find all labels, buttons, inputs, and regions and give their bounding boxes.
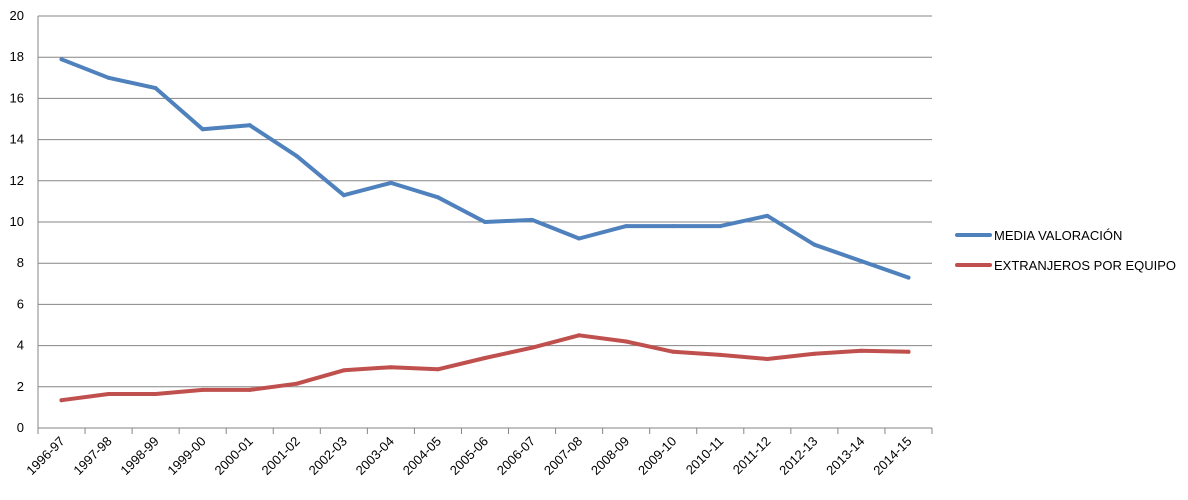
series-lines bbox=[59, 57, 911, 403]
data-point bbox=[435, 195, 440, 200]
data-point bbox=[106, 392, 111, 397]
data-point bbox=[59, 398, 64, 403]
x-tick-label: 2013-14 bbox=[823, 434, 867, 478]
data-point bbox=[718, 224, 723, 229]
data-point bbox=[765, 213, 770, 218]
x-tick-label: 2011-12 bbox=[730, 434, 774, 478]
x-tick-label: 1999-00 bbox=[164, 434, 208, 478]
y-tick-label: 12 bbox=[10, 173, 24, 188]
data-point bbox=[530, 217, 535, 222]
axes bbox=[37, 16, 933, 434]
x-tick-label: 2002-03 bbox=[306, 434, 350, 478]
y-tick-label: 10 bbox=[10, 214, 24, 229]
y-tick-label: 8 bbox=[17, 255, 24, 270]
x-axis-ticks: 1996-97 1997-98 1998-99 1999-00 2000-01 2001-… bbox=[23, 434, 914, 478]
x-tick-label: 1996-97 bbox=[23, 434, 67, 478]
data-point bbox=[341, 368, 346, 373]
y-tick-label: 16 bbox=[10, 90, 24, 105]
x-tick-label: 2014-15 bbox=[870, 434, 914, 478]
gridlines bbox=[38, 15, 932, 388]
data-point bbox=[859, 259, 864, 264]
x-tick-label: 2010-11 bbox=[683, 434, 727, 478]
data-point bbox=[388, 365, 393, 370]
x-tick-label: 2004-05 bbox=[400, 434, 444, 478]
x-tick-label: 2005-06 bbox=[447, 434, 491, 478]
data-point bbox=[200, 387, 205, 392]
series-line-0 bbox=[59, 57, 911, 280]
x-tick-label: 2003-04 bbox=[353, 434, 397, 478]
data-point bbox=[812, 351, 817, 356]
data-point bbox=[906, 349, 911, 354]
series-line-1 bbox=[59, 333, 911, 403]
data-point bbox=[812, 242, 817, 247]
data-point bbox=[530, 345, 535, 350]
data-point bbox=[483, 220, 487, 224]
data-point bbox=[341, 193, 346, 198]
data-point bbox=[906, 275, 911, 280]
legend: MEDIA VALORACIÓN EXTRANJEROS POR EQUIPO bbox=[955, 228, 1176, 273]
data-point bbox=[765, 356, 770, 361]
data-point bbox=[624, 224, 629, 229]
data-point bbox=[106, 75, 111, 80]
data-point bbox=[247, 123, 252, 128]
y-tick-label: 14 bbox=[10, 132, 24, 147]
y-tick-label: 0 bbox=[17, 420, 24, 435]
legend-label: EXTRANJEROS POR EQUIPO bbox=[994, 258, 1176, 273]
x-tick-label: 2009-10 bbox=[635, 434, 679, 478]
y-tick-label: 20 bbox=[10, 8, 24, 23]
data-point bbox=[671, 224, 676, 229]
y-tick-label: 4 bbox=[17, 338, 24, 353]
data-point bbox=[483, 355, 487, 360]
x-tick-label: 2001-02 bbox=[259, 434, 303, 478]
y-tick-label: 18 bbox=[10, 49, 24, 64]
y-tick-label: 2 bbox=[17, 379, 24, 394]
data-point bbox=[153, 86, 158, 91]
data-point bbox=[294, 381, 299, 386]
data-point bbox=[577, 333, 582, 338]
data-point bbox=[200, 127, 205, 132]
data-point bbox=[859, 348, 864, 353]
x-tick-label: 2008-09 bbox=[588, 434, 632, 478]
data-point bbox=[624, 339, 629, 344]
data-point bbox=[671, 349, 676, 354]
x-tick-label: 2000-01 bbox=[212, 434, 256, 478]
legend-label: MEDIA VALORACIÓN bbox=[994, 228, 1122, 243]
x-tick-label: 1997-98 bbox=[70, 434, 114, 478]
data-point bbox=[435, 367, 440, 372]
data-point bbox=[153, 392, 158, 397]
data-point bbox=[247, 387, 252, 392]
x-tick-label: 1998-99 bbox=[117, 434, 161, 478]
y-tick-label: 6 bbox=[17, 296, 24, 311]
x-tick-label: 2006-07 bbox=[494, 434, 538, 478]
data-point bbox=[59, 57, 64, 62]
data-point bbox=[718, 352, 723, 357]
x-tick-label: 2007-08 bbox=[541, 434, 585, 478]
x-tick-label: 2012-13 bbox=[776, 434, 820, 478]
data-point bbox=[577, 236, 582, 241]
data-point bbox=[294, 154, 299, 159]
data-point bbox=[388, 180, 393, 185]
y-axis-ticks: 0 2 4 6 8 10 12 14 16 18 20 bbox=[10, 8, 24, 435]
